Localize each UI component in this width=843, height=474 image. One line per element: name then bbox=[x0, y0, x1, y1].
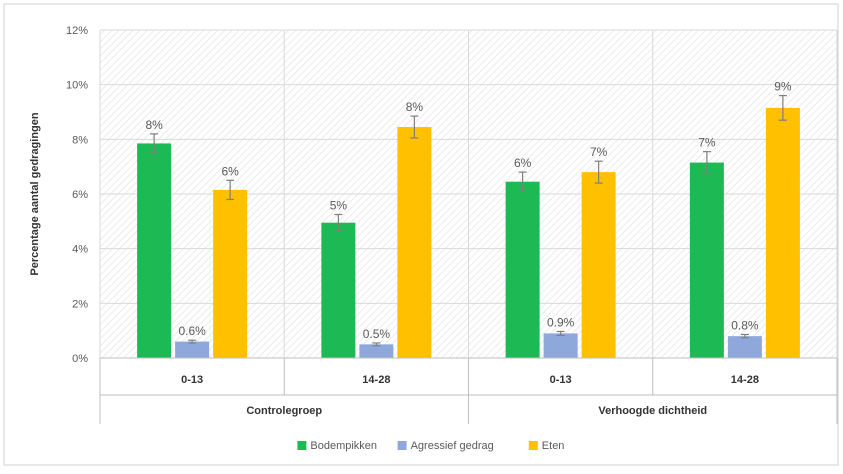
data-label: 9% bbox=[774, 80, 792, 94]
group-label: Verhoogde dichtheid bbox=[598, 405, 707, 417]
bar bbox=[137, 143, 172, 358]
x-tick-label: 14-28 bbox=[731, 374, 759, 386]
group-label: Controlegroep bbox=[246, 405, 322, 417]
x-tick-label: 14-28 bbox=[362, 374, 390, 386]
x-tick-label: 0-13 bbox=[181, 374, 203, 386]
bar bbox=[397, 127, 432, 359]
y-tick-label: 12% bbox=[66, 25, 88, 37]
bar bbox=[727, 336, 762, 358]
y-tick-label: 10% bbox=[66, 80, 88, 92]
bar bbox=[689, 162, 724, 358]
legend-label: Bodempikken bbox=[310, 440, 377, 452]
data-label: 8% bbox=[406, 100, 424, 114]
data-label: 0.9% bbox=[547, 315, 575, 329]
data-label: 0.8% bbox=[731, 318, 759, 332]
bar bbox=[581, 172, 616, 358]
data-label: 0.5% bbox=[363, 327, 391, 341]
bar bbox=[765, 107, 800, 359]
y-tick-label: 6% bbox=[72, 189, 88, 201]
bar bbox=[175, 341, 210, 358]
y-tick-label: 8% bbox=[72, 134, 88, 146]
bar bbox=[505, 181, 540, 358]
legend-swatch bbox=[297, 441, 307, 450]
x-tick-label: 0-13 bbox=[550, 374, 572, 386]
legend-label: Agressief gedrag bbox=[411, 440, 494, 452]
y-tick-label: 2% bbox=[72, 298, 88, 310]
data-label: 7% bbox=[698, 136, 716, 150]
legend-swatch bbox=[397, 441, 407, 450]
legend: Bodempikken Agressief gedrag Eten bbox=[297, 440, 564, 452]
data-label: 6% bbox=[221, 164, 239, 178]
data-label: 7% bbox=[590, 145, 608, 159]
data-label: 6% bbox=[514, 156, 532, 170]
bar bbox=[321, 222, 356, 358]
legend-swatch bbox=[528, 441, 538, 450]
y-tick-label: 4% bbox=[72, 244, 88, 256]
data-label: 0.6% bbox=[178, 324, 206, 338]
data-label: 5% bbox=[330, 199, 348, 213]
y-axis-label: Percentage aantal gedragingen bbox=[29, 112, 41, 275]
legend-label: Eten bbox=[542, 440, 565, 452]
y-tick-label: 0% bbox=[72, 353, 88, 365]
data-label: 8% bbox=[145, 118, 163, 132]
bar bbox=[359, 344, 394, 358]
bar bbox=[543, 333, 578, 358]
bar bbox=[213, 189, 248, 358]
